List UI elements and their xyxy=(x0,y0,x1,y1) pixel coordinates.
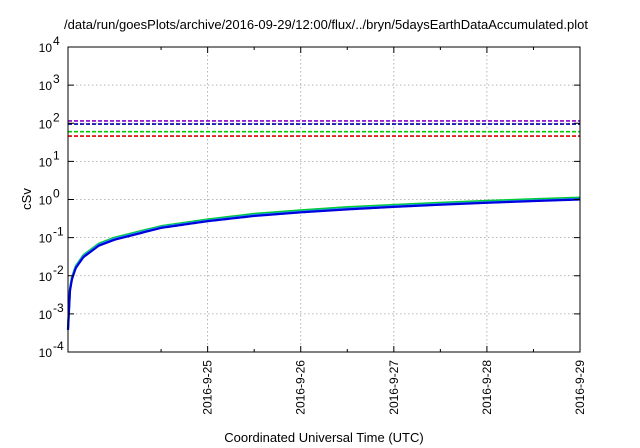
y-tick-exponent: 0 xyxy=(53,187,60,201)
x-tick-label: 2016-9-25 xyxy=(201,360,215,415)
series-line xyxy=(66,198,581,330)
y-tick-label: 10 xyxy=(39,41,53,55)
y-tick-label: 10 xyxy=(39,232,53,246)
y-tick-exponent: 1 xyxy=(53,148,60,162)
y-tick-exponent: 3 xyxy=(53,72,60,86)
x-tick-label: 2016-9-29 xyxy=(573,360,587,415)
y-tick-exponent: -4 xyxy=(53,339,64,353)
y-tick-label: 10 xyxy=(39,194,53,208)
x-tick-label: 2016-9-27 xyxy=(387,360,401,415)
chart-title: /data/run/goesPlots/archive/2016-09-29/1… xyxy=(64,17,588,32)
y-tick-exponent: 2 xyxy=(53,110,60,124)
y-tick-exponent: -2 xyxy=(53,263,64,277)
x-tick-label: 2016-9-28 xyxy=(480,360,494,415)
series-line xyxy=(66,197,581,330)
series-line xyxy=(66,196,581,328)
y-tick-label: 10 xyxy=(39,79,53,93)
x-ticks: 2016-9-25 2016-9-26 2016-9-27 2016-9-28 2016… xyxy=(67,47,587,415)
y-tick-exponent: -1 xyxy=(53,225,64,239)
y-tick-label: 10 xyxy=(39,117,53,131)
y-tick-label: 10 xyxy=(39,270,53,284)
y-tick-label: 10 xyxy=(39,346,53,360)
x-tick-label: 2016-9-26 xyxy=(294,360,308,415)
y-tick-label: 10 xyxy=(39,308,53,322)
y-tick-exponent: 4 xyxy=(53,34,60,48)
y-tick-exponent: -3 xyxy=(53,301,64,315)
y-tick-label: 10 xyxy=(39,155,53,169)
series-group xyxy=(66,120,581,330)
y-axis-label: cSv xyxy=(19,188,34,210)
x-axis-label: Coordinated Universal Time (UTC) xyxy=(224,430,423,445)
